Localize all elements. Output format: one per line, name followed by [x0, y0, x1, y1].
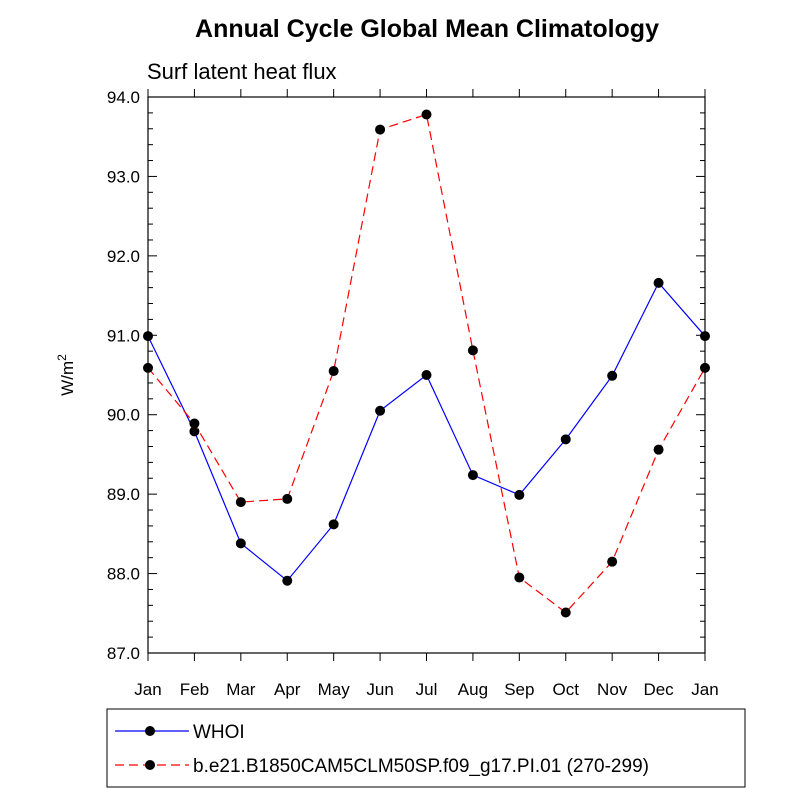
- data-point: [467, 470, 478, 481]
- series-2: [143, 109, 710, 618]
- data-point: [421, 370, 432, 380]
- data-point: [560, 434, 571, 445]
- data-point: [328, 519, 339, 530]
- y-tick-label: 93.0: [107, 167, 140, 186]
- data-point: [235, 538, 246, 549]
- legend-item-1: WHOI: [115, 722, 245, 743]
- y-axis-label: W/m2: [55, 354, 77, 396]
- data-point: [700, 331, 710, 342]
- x-tick-label: Apr: [274, 680, 301, 699]
- x-tick-label: Nov: [597, 680, 628, 699]
- legend-label: b.e21.B1850CAM5CLM50SP.f09_g17.PI.01 (27…: [193, 756, 649, 777]
- data-point: [607, 370, 618, 381]
- legend-box: [106, 708, 746, 788]
- legend-marker: [145, 726, 155, 736]
- legend-label: WHOI: [193, 722, 245, 743]
- data-point: [607, 556, 618, 567]
- y-tick-label: 87.0: [107, 644, 140, 663]
- data-point: [235, 497, 246, 508]
- y-tick-label: 92.0: [107, 247, 140, 266]
- y-axis-label-superscript: 2: [55, 354, 69, 361]
- legend-item-2: b.e21.B1850CAM5CLM50SP.f09_g17.PI.01 (27…: [115, 756, 649, 777]
- data-point: [467, 345, 478, 356]
- series-layer: [143, 109, 710, 618]
- data-point: [421, 109, 432, 120]
- chart-subtitle: Surf latent heat flux: [147, 59, 337, 84]
- x-tick-label: Jul: [416, 680, 438, 699]
- x-tick-label: Dec: [643, 680, 674, 699]
- data-point: [375, 124, 386, 135]
- axes: 87.0 88.0 89.0 90.0 91.0 92.0 93.0 94.0 Jan Feb Ma…: [107, 88, 719, 699]
- data-point: [514, 489, 525, 500]
- data-point: [700, 362, 710, 373]
- legend-marker: [145, 760, 155, 770]
- y-tick-label: 88.0: [107, 565, 140, 584]
- data-point: [328, 366, 339, 377]
- chart-title: Annual Cycle Global Mean Climatology: [195, 15, 659, 43]
- svg-text:W/m2: W/m2: [55, 354, 77, 396]
- x-tick-label: May: [318, 680, 351, 699]
- data-point: [143, 362, 153, 373]
- data-point: [653, 444, 664, 455]
- x-tick-label: Jun: [366, 680, 393, 699]
- data-point: [282, 493, 293, 504]
- x-tick-label: Jan: [134, 680, 161, 699]
- data-point: [514, 572, 525, 583]
- y-tick-label: 94.0: [107, 88, 140, 107]
- x-tick-label: Mar: [226, 680, 256, 699]
- x-tick-label: Aug: [458, 680, 488, 699]
- data-point: [375, 405, 386, 416]
- x-tick-label: Jan: [691, 680, 718, 699]
- y-tick-label: 89.0: [107, 485, 140, 504]
- series-1: [143, 277, 710, 586]
- y-tick-label: 90.0: [107, 406, 140, 425]
- x-tick-label: Oct: [553, 680, 580, 699]
- x-tick-label: Sep: [504, 680, 534, 699]
- data-point: [189, 426, 200, 437]
- data-point: [653, 277, 664, 288]
- data-point: [143, 331, 153, 342]
- data-point: [189, 418, 200, 429]
- data-point: [282, 575, 293, 586]
- y-tick-label: 91.0: [107, 326, 140, 345]
- x-tick-label: Feb: [180, 680, 209, 699]
- y-axis-label-base: W/m: [58, 361, 77, 396]
- legend: WHOI b.e21.B1850CAM5CLM50SP.f09_g17.PI.01…: [106, 708, 746, 788]
- data-point: [560, 607, 571, 618]
